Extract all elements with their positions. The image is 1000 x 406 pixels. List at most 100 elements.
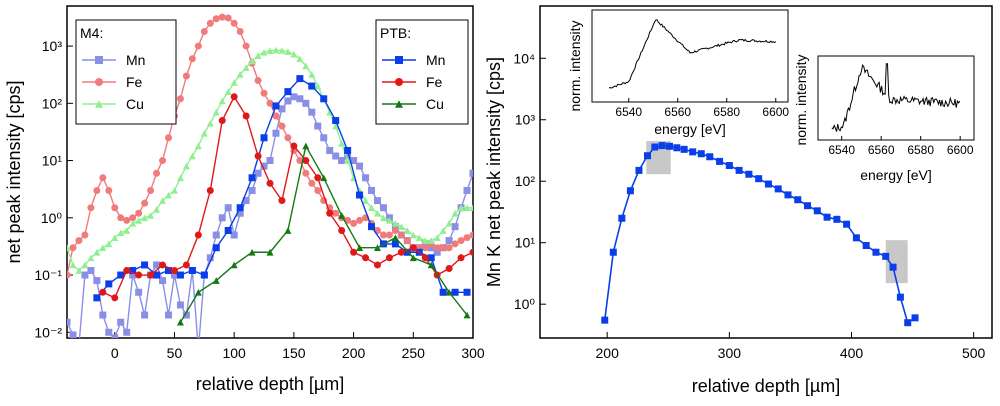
data-point-m4-cu	[427, 237, 435, 244]
data-point-ptb-mn	[93, 294, 101, 302]
data-point-ptb-fe	[373, 261, 381, 269]
highlight-region	[885, 240, 908, 284]
right-y-tick-label: 10⁰	[514, 296, 536, 312]
left-x-tick-label: 50	[167, 345, 183, 361]
legend-ptb-title: PTB:	[380, 25, 411, 41]
data-point-ptb-cu	[194, 288, 202, 296]
data-point-mn-k	[804, 202, 812, 210]
inset2-ticks: 6540 6560 6580 6600	[828, 136, 974, 157]
data-point-m4-mn	[170, 271, 178, 279]
data-point-m4-mn	[105, 328, 113, 336]
data-point-ptb-fe	[135, 271, 143, 279]
data-point-ptb-fe	[123, 267, 131, 275]
data-point-m4-cu	[230, 79, 238, 86]
data-point-mn-k	[644, 152, 652, 160]
data-point-m4-mn	[159, 277, 167, 285]
data-point-m4-mn	[362, 174, 370, 182]
data-point-m4-cu	[123, 227, 131, 234]
data-point-m4-mn	[427, 244, 435, 252]
data-point-m4-cu	[200, 129, 208, 137]
data-point-m4-cu	[93, 248, 101, 256]
data-point-m4-mn	[135, 288, 143, 296]
right-y-axis-label: Mn K net peak intensity [cps]	[484, 57, 504, 287]
data-point-ptb-mn	[212, 244, 220, 252]
data-point-ptb-fe	[111, 294, 119, 302]
data-point-ptb-fe	[182, 261, 190, 269]
data-point-m4-mn	[308, 108, 316, 116]
left-y-tick-label: 10⁻¹	[34, 267, 62, 283]
data-point-m4-fe	[356, 216, 364, 224]
data-point-m4-fe	[206, 19, 214, 27]
data-point-m4-mn	[320, 134, 328, 142]
inset-x-tick-label: 6560	[868, 143, 895, 157]
data-point-m4-cu	[81, 261, 89, 269]
data-point-ptb-fe	[206, 186, 214, 194]
data-point-m4-cu	[236, 71, 244, 78]
data-point-mn-k	[609, 248, 617, 256]
data-point-m4-fe	[99, 174, 107, 182]
data-point-ptb-fe	[469, 248, 473, 256]
data-point-mn-k	[680, 145, 688, 153]
data-point-mn-k	[755, 175, 763, 183]
data-point-m4-fe	[242, 42, 250, 50]
data-point-m4-cu	[272, 46, 280, 54]
data-point-m4-mn	[254, 169, 262, 177]
left-y-axis-label: net peak intensity [cps]	[4, 80, 24, 263]
data-point-m4-fe	[75, 237, 83, 245]
data-point-ptb-cu	[212, 277, 220, 284]
data-point-ptb-mn	[153, 271, 161, 279]
data-point-m4-cu	[117, 229, 125, 236]
data-point-m4-mn	[230, 231, 238, 239]
data-point-ptb-fe	[254, 152, 262, 160]
data-point-ptb-cu	[266, 248, 274, 256]
data-point-m4-cu	[308, 71, 316, 78]
data-point-ptb-cu	[409, 254, 417, 262]
data-point-m4-cu	[105, 240, 113, 248]
data-point-m4-cu	[332, 122, 340, 130]
data-point-ptb-fe	[362, 254, 370, 262]
data-point-m4-cu	[445, 220, 453, 227]
data-point-ptb-mn	[356, 191, 364, 199]
data-point-mn-k	[706, 153, 714, 161]
data-point-ptb-mn	[188, 267, 196, 275]
inset1-x-label: energy [eV]	[654, 121, 726, 137]
inset2-y-label: norm. intensity	[793, 54, 809, 145]
data-point-m4-cu	[135, 217, 143, 224]
data-point-m4-mn	[451, 223, 459, 231]
data-point-m4-cu	[69, 261, 77, 269]
data-point-ptb-mn	[272, 102, 280, 110]
data-point-m4-mn	[129, 271, 137, 279]
data-point-ptb-cu	[338, 212, 346, 219]
legend-marker	[395, 56, 403, 64]
data-point-m4-cu	[362, 197, 370, 204]
left-x-axis-label: relative depth [µm]	[196, 374, 344, 394]
data-point-m4-fe	[314, 186, 322, 194]
right-axis-ticks: 200 300 400 500 10⁰ 10¹ 10² 10³ 10⁴	[513, 50, 985, 361]
data-point-m4-mn	[433, 248, 441, 256]
data-point-mn-k	[889, 263, 897, 271]
data-point-ptb-cu	[302, 142, 310, 150]
data-point-m4-cu	[379, 214, 387, 222]
data-point-ptb-mn	[260, 134, 268, 142]
data-point-m4-mn	[176, 301, 184, 309]
left-x-tick-label: 250	[402, 345, 426, 361]
data-point-m4-cu	[224, 88, 232, 95]
data-point-ptb-fe	[326, 209, 334, 217]
data-point-ptb-mn	[427, 254, 435, 262]
data-point-mn-k	[843, 220, 851, 228]
data-point-mn-k	[665, 142, 673, 150]
data-point-m4-fe	[105, 186, 113, 194]
data-point-mn-k	[745, 170, 753, 178]
data-point-ptb-cu	[320, 174, 328, 182]
right-x-axis-label: relative depth [µm]	[692, 376, 840, 396]
right-chart: 200 300 400 500 10⁰ 10¹ 10² 10³ 10⁴ relative dep…	[484, 5, 993, 396]
data-point-m4-cu	[153, 206, 161, 213]
data-point-mn-k	[635, 166, 643, 174]
data-point-m4-cu	[242, 64, 250, 71]
legend-marker	[95, 78, 103, 86]
legend-marker	[395, 78, 403, 86]
left-y-tick-label: 10⁰	[41, 210, 63, 226]
data-point-m4-mn	[445, 237, 453, 245]
data-point-ptb-fe	[409, 244, 417, 252]
data-point-m4-fe	[350, 219, 358, 227]
